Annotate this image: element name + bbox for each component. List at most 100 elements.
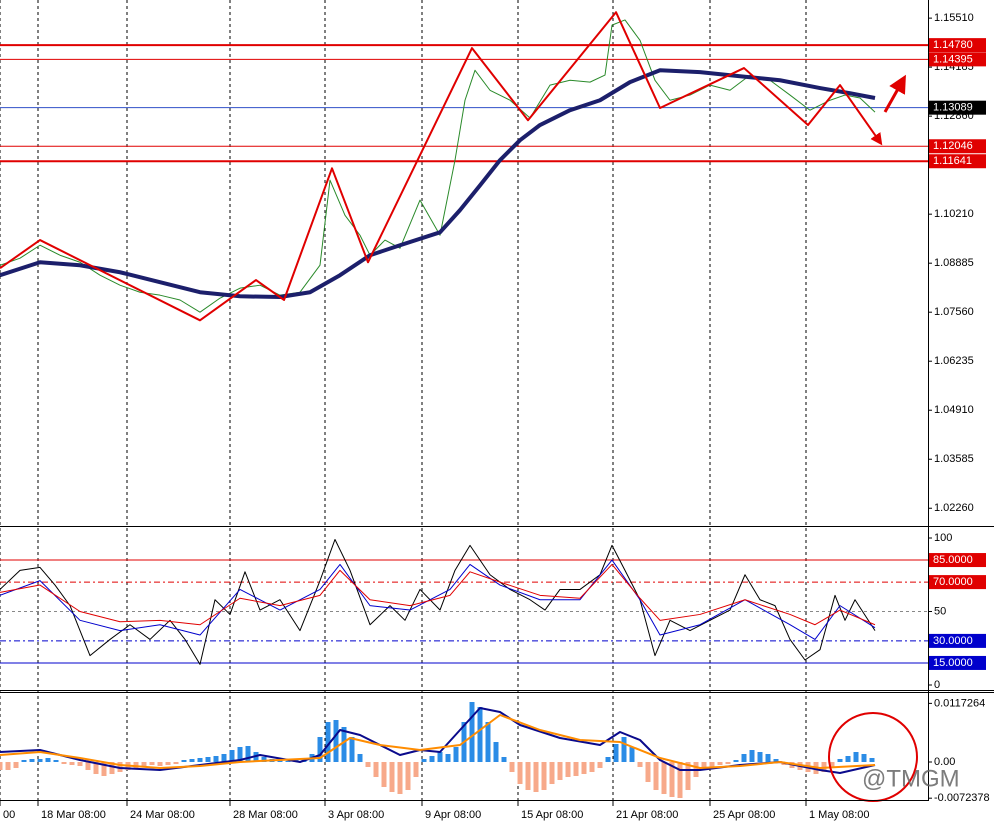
level-label-box: [929, 38, 986, 53]
histogram-bar: [45, 758, 51, 762]
histogram-bar: [565, 762, 571, 777]
y-tick-label: 1.08885: [934, 257, 974, 269]
histogram-bar: [445, 754, 451, 762]
histogram-bar: [717, 762, 723, 765]
histogram-bar: [725, 762, 731, 764]
histogram-bar: [349, 737, 355, 762]
histogram-bar: [413, 762, 419, 777]
level-label: 1.13089: [933, 102, 973, 114]
level-label-box: [929, 52, 986, 67]
y-tick-label: 50: [934, 605, 946, 617]
histogram-bar: [837, 759, 843, 762]
histogram-bar: [325, 722, 331, 762]
histogram-bar: [629, 747, 635, 762]
histogram-bar: [189, 759, 195, 762]
histogram-bar: [69, 762, 75, 765]
histogram-bar: [157, 762, 163, 766]
series-line: [0, 538, 876, 665]
histogram-bar: [613, 744, 619, 762]
level-layer: [0, 44, 928, 664]
y-tick-label: 1.02260: [934, 502, 974, 514]
histogram-bar: [197, 758, 203, 762]
histogram-bar: [133, 762, 139, 768]
series-layer: [0, 11, 883, 798]
histogram-bar: [501, 757, 507, 762]
histogram-bar: [365, 762, 371, 767]
histogram-bar: [205, 757, 211, 762]
level-label-box: [929, 154, 986, 169]
level-label: 85.0000: [933, 554, 973, 566]
x-tick-label: 3 Apr 08:00: [328, 809, 384, 821]
y-tick-label: 1.04910: [934, 404, 974, 416]
histogram-bar: [549, 762, 555, 784]
x-tick-label: 00: [3, 809, 15, 821]
level-label: 1.12046: [933, 140, 973, 152]
histogram-bar: [221, 754, 227, 762]
histogram-bar: [829, 762, 835, 768]
histogram-bar: [757, 752, 763, 762]
histogram-bar: [173, 762, 179, 764]
level-label: 70.0000: [933, 576, 973, 588]
y-tick-label: 1.06235: [934, 355, 974, 367]
y-tick-label: 1.07560: [934, 306, 974, 318]
x-tick-label: 21 Apr 08:00: [616, 809, 678, 821]
histogram-bar: [245, 746, 251, 762]
y-tick-label: 1.03585: [934, 453, 974, 465]
histogram-bar: [869, 758, 875, 762]
x-tick-label: 18 Mar 08:00: [41, 809, 106, 821]
histogram-bar: [101, 762, 107, 776]
histogram-bar: [149, 762, 155, 765]
histogram-bar: [213, 756, 219, 762]
histogram-bar: [373, 762, 379, 777]
x-tick-label: 25 Apr 08:00: [713, 809, 775, 821]
series-line: [0, 68, 876, 300]
histogram-bar: [333, 720, 339, 762]
histogram-bar: [357, 754, 363, 762]
series-line: [0, 11, 883, 322]
histogram-bar: [573, 762, 579, 776]
histogram-bar: [861, 754, 867, 762]
series-line: [0, 707, 876, 774]
histogram-bar: [733, 760, 739, 762]
histogram-bar: [165, 762, 171, 765]
x-tick-label: 24 Mar 08:00: [130, 809, 195, 821]
series-line: [0, 559, 876, 640]
histogram-bar: [669, 762, 675, 797]
histogram-bar: [557, 762, 563, 780]
histogram-bar: [621, 737, 627, 762]
histogram-bar: [381, 762, 387, 787]
level-label-box: [929, 553, 986, 568]
histogram-bar: [5, 762, 11, 770]
histogram-bar: [685, 762, 691, 790]
histogram-bar: [765, 754, 771, 762]
histogram-bar: [597, 762, 603, 768]
y-tick-label: 1.10210: [934, 208, 974, 220]
level-label: 1.11641: [933, 155, 972, 167]
histogram-bar: [141, 762, 147, 766]
histogram-bar: [77, 762, 83, 766]
histogram-bar: [677, 762, 683, 798]
x-tick-label: 9 Apr 08:00: [425, 809, 481, 821]
histogram-bar: [397, 762, 403, 794]
histogram-bar: [749, 750, 755, 762]
histogram-bar: [237, 747, 243, 762]
histogram-bar: [389, 762, 395, 792]
y-tick-label: 0.00: [934, 756, 955, 768]
histogram-bar: [605, 757, 611, 762]
histogram-bar: [741, 754, 747, 762]
histogram-bar: [517, 762, 523, 784]
histogram-bar: [261, 757, 267, 762]
level-label: 1.14395: [933, 53, 973, 65]
histogram-bar: [533, 762, 539, 792]
histogram-bar: [341, 727, 347, 762]
histogram-bar: [53, 760, 59, 762]
x-tick-label: 1 May 08:00: [809, 809, 870, 821]
histogram-bar: [13, 762, 19, 768]
series-line: [0, 563, 876, 626]
histogram-bar: [37, 759, 43, 762]
grid-layer: [0, 0, 807, 800]
histogram-bar: [93, 762, 99, 774]
histogram-bar: [21, 760, 27, 762]
